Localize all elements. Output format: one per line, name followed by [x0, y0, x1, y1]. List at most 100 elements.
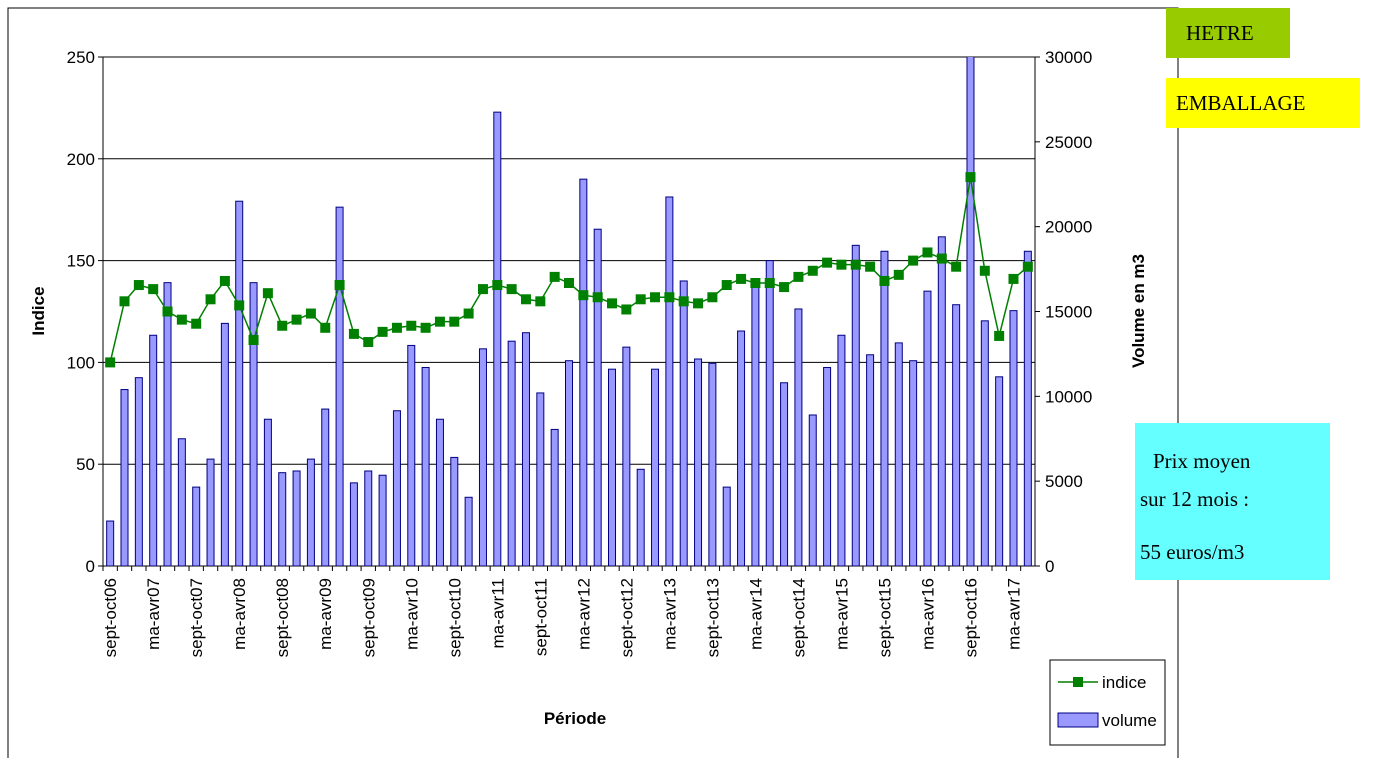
bar [651, 368, 660, 566]
legend-swatch [1057, 712, 1099, 728]
point [535, 296, 546, 307]
x-tick-label: sept-oct08 [273, 578, 292, 657]
y2-tick-label: 5000 [1045, 472, 1083, 491]
point [865, 261, 876, 272]
x-tick-label: ma-avr11 [488, 578, 507, 649]
bar [737, 330, 746, 566]
point [148, 284, 159, 295]
point [320, 322, 331, 333]
point [162, 306, 173, 317]
point [191, 318, 202, 329]
y2-tick-label: 30000 [1045, 48, 1092, 67]
point [779, 282, 790, 293]
legend-label: indice [1102, 673, 1146, 692]
y2-axis-title: Volume en m3 [1129, 254, 1148, 368]
y-tick-label: 0 [86, 557, 95, 576]
species-box [1166, 8, 1290, 58]
bar [794, 308, 803, 566]
point [564, 277, 574, 288]
bar [722, 486, 731, 566]
x-tick-label: ma-avr17 [1004, 578, 1023, 650]
point [1008, 273, 1019, 284]
point [348, 328, 359, 339]
point [578, 290, 589, 301]
bar [708, 362, 717, 566]
point [994, 330, 1005, 341]
bar [823, 366, 832, 566]
x-tick-label: ma-avr10 [402, 578, 421, 650]
bar [808, 414, 817, 566]
bar [392, 410, 401, 566]
point [105, 357, 116, 368]
bar [579, 178, 588, 566]
y2-tick-label: 25000 [1045, 133, 1092, 152]
point [305, 308, 316, 319]
bar [751, 286, 760, 566]
bar [450, 456, 459, 566]
bar [278, 472, 287, 566]
bar [837, 334, 846, 566]
x-tick-label: ma-avr07 [144, 578, 163, 650]
bar [263, 418, 272, 566]
y2-tick-label: 20000 [1045, 218, 1092, 237]
point [850, 259, 861, 270]
y-tick-label: 150 [67, 252, 95, 271]
y2-tick-label: 10000 [1045, 387, 1092, 406]
bar [120, 389, 129, 566]
x-tick-label: ma-avr08 [230, 578, 249, 650]
y-axis-title: Indice [29, 286, 48, 335]
point [793, 271, 804, 282]
x-tick-label: sept-oct07 [187, 578, 206, 657]
x-tick-label: sept-oct16 [961, 578, 980, 657]
point [262, 288, 273, 299]
bar [636, 468, 645, 566]
point [420, 322, 431, 333]
bar [106, 520, 115, 566]
point [248, 335, 259, 346]
point [219, 275, 230, 286]
bar [220, 322, 229, 566]
point [607, 298, 618, 309]
point [951, 261, 962, 272]
bar [321, 408, 330, 566]
y-tick-label: 250 [67, 48, 95, 67]
bar [192, 486, 201, 566]
point [205, 294, 216, 305]
point [549, 271, 560, 282]
bar [1023, 250, 1032, 566]
bar [478, 348, 487, 566]
x-tick-label: sept-oct14 [789, 578, 808, 657]
bar [349, 482, 358, 566]
bar [952, 304, 961, 566]
bar [765, 260, 774, 566]
bar [177, 438, 186, 566]
bar [909, 360, 918, 566]
bar [923, 290, 932, 566]
x-tick-label: ma-avr15 [832, 578, 851, 650]
point [477, 284, 488, 295]
point [836, 259, 847, 270]
bar [880, 250, 889, 566]
bar [235, 200, 244, 566]
bar [335, 206, 344, 566]
bar [780, 382, 789, 566]
point [635, 294, 646, 305]
point [908, 255, 919, 266]
y2-tick-label: 0 [1045, 557, 1054, 576]
bar [622, 346, 631, 566]
bar [995, 376, 1004, 566]
bar [608, 368, 617, 566]
point [520, 294, 531, 305]
point [176, 314, 187, 325]
point [979, 265, 990, 276]
point [277, 320, 288, 331]
point [449, 316, 460, 327]
point [1022, 261, 1033, 272]
point [736, 273, 747, 284]
bar [435, 418, 444, 566]
point [750, 277, 761, 288]
point [678, 296, 689, 307]
point [291, 314, 302, 325]
x-tick-label: sept-oct15 [875, 578, 894, 657]
